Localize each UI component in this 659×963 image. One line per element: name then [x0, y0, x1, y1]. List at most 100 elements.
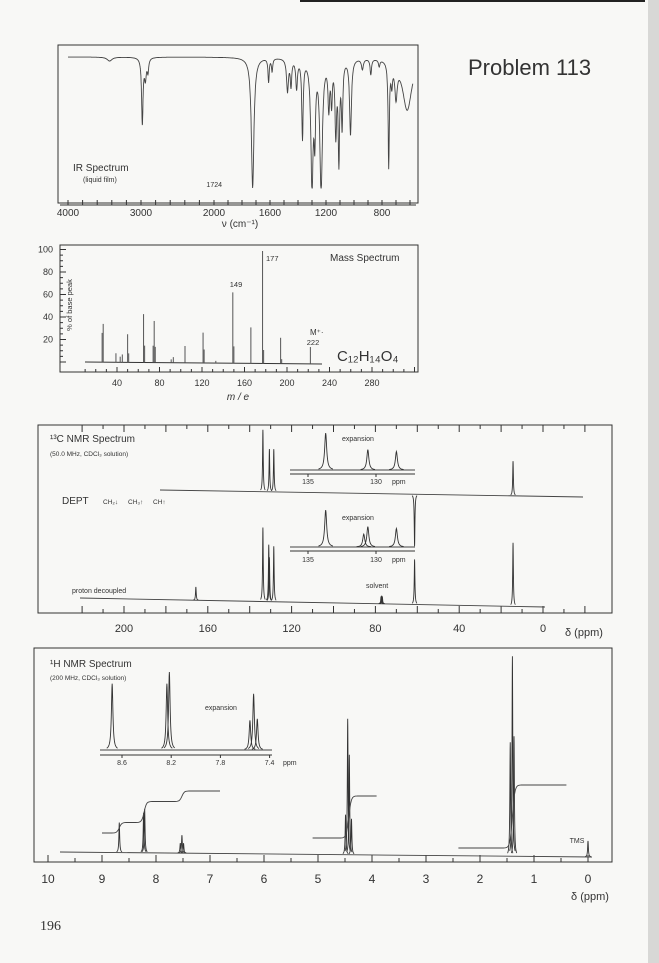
- decoupled-peak-76.7: [379, 596, 385, 605]
- mass-spectrum-chart: Mass Spectrum % of base peak m / e C₁₂H₁…: [38, 244, 419, 403]
- decoupled-peak-133.7: [260, 527, 266, 600]
- c13-inset1-unit: ppm: [392, 479, 406, 486]
- h1-nmr-chart: ¹H NMR Spectrum (200 MHz, CDCl₃ solution…: [33, 647, 613, 903]
- ms-x-tick-label: 160: [237, 378, 252, 388]
- ms-y-axis-label: % of base peak: [65, 279, 74, 331]
- c13-nmr-chart: ¹³C NMR Spectrum (50.0 MHz, CDCl₃ soluti…: [37, 424, 613, 639]
- ms-y-tick-label: 40: [43, 312, 53, 322]
- c13-x-tick-label: 120: [282, 623, 300, 635]
- h1-integral-2: [458, 784, 567, 849]
- ir-trace: [68, 56, 414, 189]
- h1-peak-4.45: [344, 718, 351, 852]
- decoupled-baseline: [79, 597, 546, 608]
- h1-x-tick-label: 1: [531, 872, 538, 886]
- ms-peak-label-149: 149: [230, 280, 243, 289]
- ms-molecular-ion-label: M⁺·: [310, 328, 324, 337]
- c13-inset2-peak-130.6: [360, 526, 376, 547]
- ms-peak-label-177: 177: [266, 254, 279, 263]
- decoupled-peak-14.3: [510, 542, 516, 605]
- ir-x-tick-label: 2000: [203, 208, 226, 219]
- ir-x-tick-label: 3000: [130, 208, 153, 219]
- c13-inset2-peak-130.9: [356, 532, 372, 548]
- h1-frame: [33, 647, 613, 863]
- dept-label: DEPT: [62, 496, 89, 507]
- c13-inset1-peak-133.7: [318, 432, 334, 470]
- c13-x-tick-label: 200: [115, 623, 133, 635]
- problem-title: Problem 113: [468, 55, 591, 80]
- ir-peak-label-1724: 1724: [206, 182, 222, 189]
- c13-x-tick-label: 160: [199, 623, 217, 635]
- ms-formula: C₁₂H₁₄O₄: [337, 348, 399, 365]
- ms-x-axis-label: m / e: [227, 392, 250, 403]
- h1-title: ¹H NMR Spectrum: [50, 659, 132, 670]
- h1-x-tick-label: 9: [99, 872, 106, 886]
- ms-x-tick-label: 200: [279, 378, 294, 388]
- h1-peak-1.4: [509, 656, 516, 851]
- h1-subtitle: (200 MHz, CDCl₃ solution): [50, 675, 126, 682]
- c13-inset2-peak-128.5: [389, 526, 404, 547]
- h1-inset-peak-7.56: [244, 720, 256, 750]
- ir-x-tick-label: 1200: [315, 208, 338, 219]
- h1-inset-peak-7.53: [247, 693, 260, 749]
- c13-inset2-peak-133.7: [318, 509, 334, 547]
- decoupled-label: proton decoupled: [72, 588, 126, 595]
- h1-peak-4.38: [348, 818, 355, 855]
- h1-inset-peak-8.235: [161, 683, 173, 749]
- c13-frame: [37, 424, 613, 614]
- h1-integral-0: [102, 790, 220, 834]
- c13-inset1-peak-130.6: [360, 449, 376, 470]
- decoupled-peak-61.3: [411, 559, 418, 604]
- c13-inset2-tick-130: 130: [370, 557, 382, 564]
- ir-title: IR Spectrum: [73, 163, 129, 174]
- c13-title: ¹³C NMR Spectrum: [50, 434, 135, 445]
- decoupled-peak-128.5: [271, 546, 277, 601]
- decoupled-peak-165.7: [193, 586, 199, 601]
- ms-y-tick-label: 100: [38, 245, 53, 255]
- page-number: 196: [40, 919, 61, 934]
- h1-inset-tick-label: 7.4: [265, 760, 275, 767]
- h1-peak-7.52: [179, 835, 185, 854]
- h1-integral-1: [312, 795, 377, 839]
- ir-x-tick-label: 1600: [259, 208, 282, 219]
- h1-x-tick-label: 8: [153, 872, 160, 886]
- c13-inset2-label: expansion: [342, 515, 374, 522]
- h1-x-tick-label: 0: [585, 872, 592, 886]
- h1-x-tick-label: 2: [477, 872, 484, 886]
- h1-inset-unit: ppm: [283, 760, 297, 767]
- h1-x-tick-label: 10: [41, 872, 55, 886]
- dept-peak-128.5: [271, 449, 277, 492]
- decoupled-peak-130.6: [266, 557, 273, 601]
- ir-x-axis-label: ν (cm⁻¹): [222, 219, 258, 230]
- c13-x-axis-label: δ (ppm): [565, 627, 603, 639]
- h1-x-tick-label: 7: [207, 872, 214, 886]
- c13-subtitle: (50.0 MHz, CDCl₃ solution): [50, 451, 128, 458]
- dept-legend-ch: CH↑: [153, 499, 166, 506]
- ir-frame: [57, 44, 419, 204]
- h1-peak-4.42: [346, 754, 353, 853]
- h1-inset-label: expansion: [205, 705, 237, 712]
- h1-x-tick-label: 4: [369, 872, 376, 886]
- h1-inset-peak-8.215: [163, 671, 176, 749]
- c13-inset1-peak-128.5: [389, 449, 404, 470]
- h1-inset-tick-label: 8.6: [117, 760, 127, 767]
- ir-x-tick-label: 800: [374, 208, 391, 219]
- c13-inset2-unit: ppm: [392, 557, 406, 564]
- ms-title: Mass Spectrum: [330, 253, 399, 264]
- dept-legend-ch2: CH₂↓: [103, 499, 118, 506]
- scan-edge-top: [300, 0, 645, 2]
- solvent-label: solvent: [366, 583, 388, 590]
- ms-x-tick-label: 120: [194, 378, 209, 388]
- dept-peak-133.7: [260, 429, 266, 491]
- h1-peak-4.49: [342, 814, 349, 854]
- h1-inset-tick-label: 8.2: [166, 760, 176, 767]
- dept-baseline: [159, 489, 584, 498]
- tms-label: TMS: [570, 838, 585, 845]
- scan-edge-right: [648, 0, 659, 963]
- h1-inset-peak-7.5: [251, 718, 263, 750]
- c13-inset2-tick-135: 135: [302, 557, 314, 564]
- c13-inset1-label: expansion: [342, 436, 374, 443]
- h1-peak-0: [585, 840, 591, 857]
- h1-baseline: [59, 851, 593, 858]
- ms-baseline: [84, 361, 323, 365]
